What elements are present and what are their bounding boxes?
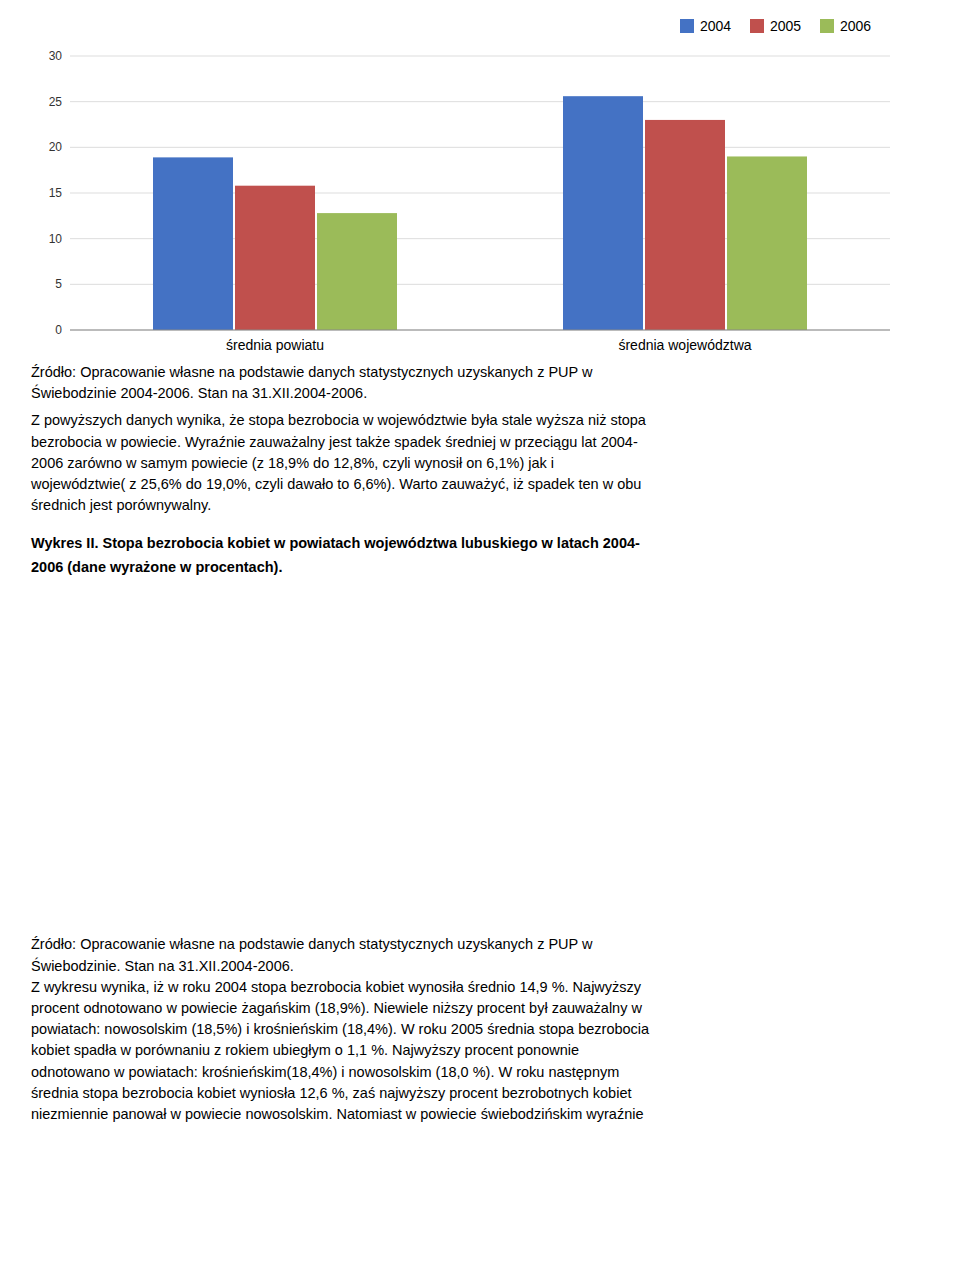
legend: 2004 2005 2006 xyxy=(680,18,871,34)
annotation: województwie( z 25,6% do 19,0%, czyli da… xyxy=(30,476,641,492)
x-axis xyxy=(70,330,890,331)
y-tick-label: 10 xyxy=(49,232,63,246)
annotation: 2006 zarówno w samym powiecie (z 18,9% d… xyxy=(31,455,554,471)
y-tick-label: 30 xyxy=(49,49,63,63)
grid-line xyxy=(70,56,890,57)
bar xyxy=(235,186,315,330)
legend-swatch xyxy=(750,19,764,33)
bar xyxy=(645,120,725,330)
annotation: Źródło: Opracowanie własne na podstawie … xyxy=(31,936,593,952)
legend-label: 2006 xyxy=(840,18,871,34)
annotation: Z wykresu wynika, iż w roku 2004 stopa b… xyxy=(31,979,642,995)
legend-label: 2004 xyxy=(700,18,731,34)
x-tick-label: średnia województwa xyxy=(618,337,751,353)
bar xyxy=(317,213,397,330)
bar xyxy=(727,156,807,330)
legend-label: 2005 xyxy=(770,18,801,34)
y-tick-label: 25 xyxy=(49,95,63,109)
annotation: bezrobocia w powiecie. Wyraźnie zauważal… xyxy=(31,434,638,450)
y-tick-label: 5 xyxy=(55,277,62,291)
grid xyxy=(70,56,890,330)
annotation: powiatach: nowosolskim (18,5%) i krośnie… xyxy=(31,1021,650,1037)
annotation: średnich jest porównywalny. xyxy=(31,497,211,513)
annotation: Z powyższych danych wynika, że stopa bez… xyxy=(31,412,647,428)
annotation: Źródło: Opracowanie własne na podstawie … xyxy=(31,364,593,380)
bar xyxy=(153,157,233,330)
y-tick-label: 20 xyxy=(49,140,63,154)
annotation: Świebodzinie. Stan na 31.XII.2004-2006. xyxy=(31,957,294,974)
y-tick-label: 15 xyxy=(49,186,63,200)
bar xyxy=(563,96,643,330)
annotation: średnia stopa bezrobocia kobiet wyniosła… xyxy=(31,1085,631,1101)
legend-swatch xyxy=(680,19,694,33)
annotation: Świebodzinie 2004-2006. Stan na 31.XII.2… xyxy=(31,384,367,401)
annotation: kobiet spadła w porównaniu z rokiem ubie… xyxy=(31,1042,579,1058)
heading: 2006 (dane wyrażone w procentach). xyxy=(31,559,282,575)
grid-line xyxy=(70,101,890,102)
grid-line xyxy=(70,147,890,148)
bars xyxy=(153,96,807,330)
grid-line xyxy=(70,330,890,331)
annotations: Źródło: Opracowanie własne na podstawie … xyxy=(30,364,650,1122)
annotation: niezmiennie panował w powiecie nowosolsk… xyxy=(31,1106,643,1122)
annotation: odnotowano w powiatach: krośnieńskim(18,… xyxy=(31,1064,619,1080)
page: 0 5 10 15 20 25 30 średnia powiatu średnia wojew… xyxy=(0,0,960,1285)
x-tick-label: średnia powiatu xyxy=(226,337,324,353)
heading: Wykres II. Stopa bezrobocia kobiet w pow… xyxy=(31,535,640,551)
legend-swatch xyxy=(820,19,834,33)
annotation: procent odnotowano w powiecie żagańskim … xyxy=(31,1000,642,1016)
y-tick-label: 0 xyxy=(55,323,62,337)
